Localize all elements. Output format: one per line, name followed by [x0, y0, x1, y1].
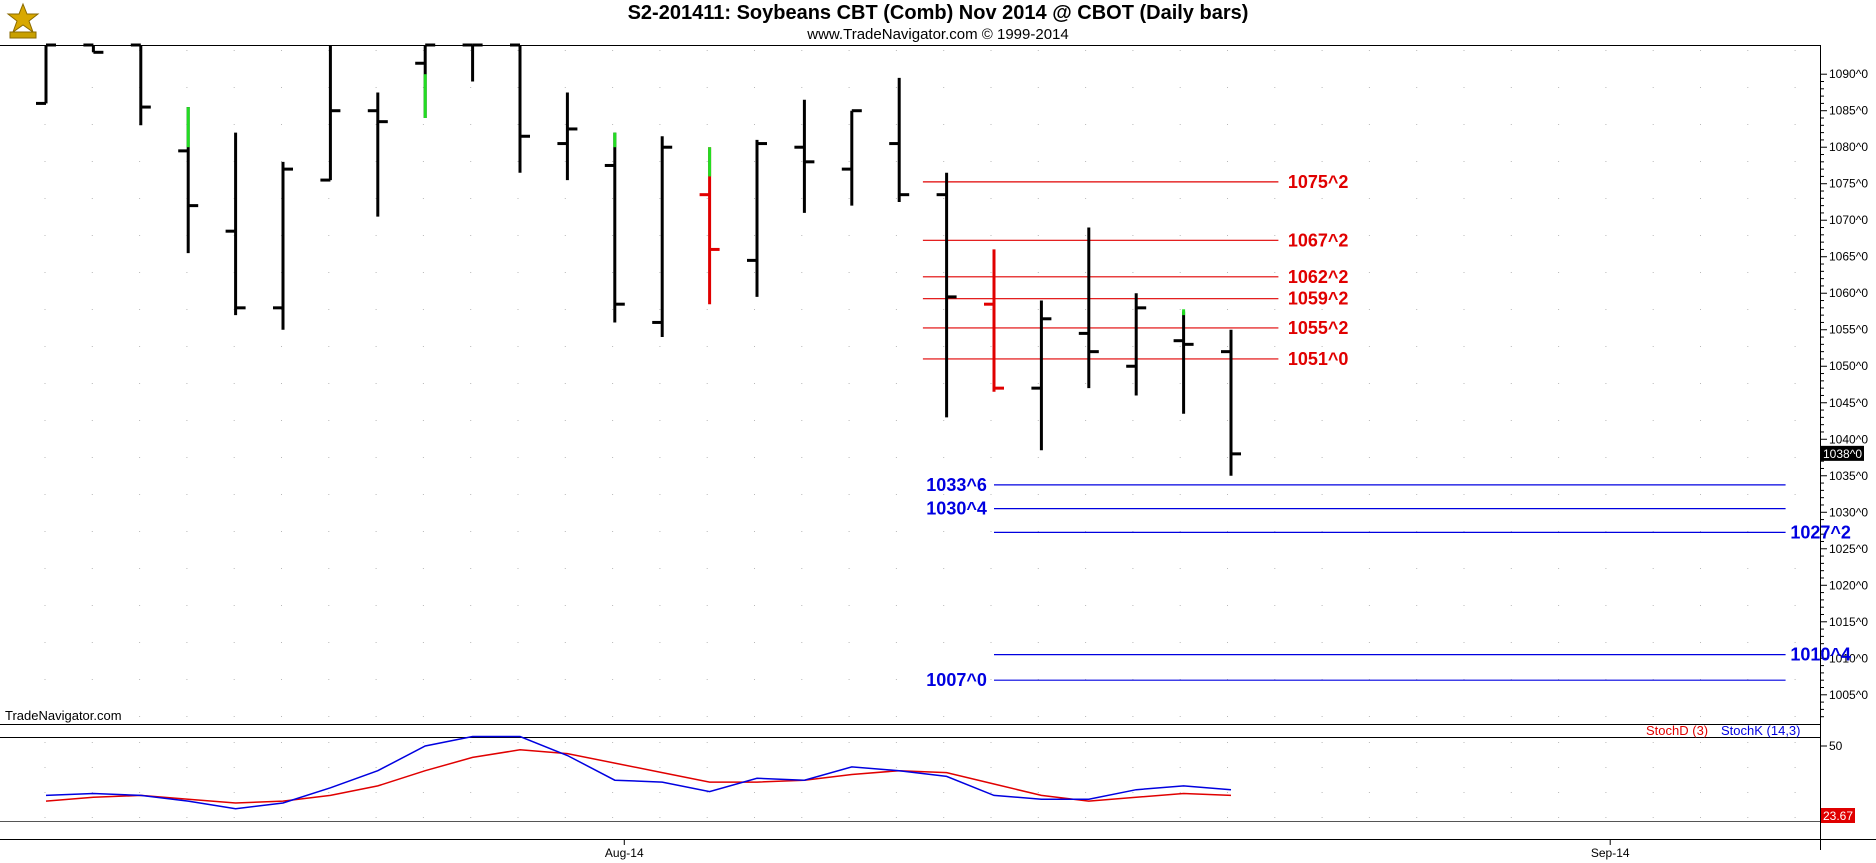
- ohlc-bar: [1221, 329, 1241, 476]
- y-tick-label: 1045^0: [1829, 396, 1868, 410]
- chart-title: S2-201411: Soybeans CBT (Comb) Nov 2014 …: [627, 2, 1249, 24]
- ohlc-bar: [1173, 309, 1194, 414]
- ohlc-bar: [225, 132, 246, 316]
- level-label: 1010^4: [1790, 645, 1851, 665]
- ohlc-bar: [604, 132, 625, 323]
- level-label: 1007^0: [926, 670, 987, 690]
- x-tick-label: Aug-14: [605, 846, 644, 860]
- level-label: 1051^0: [1288, 349, 1349, 369]
- ohlc-bar: [320, 45, 341, 182]
- ohlc-bar: [178, 107, 199, 254]
- level-label: 1027^2: [1790, 522, 1851, 542]
- ohlc-bar: [130, 43, 151, 126]
- y-tick-label: 1035^0: [1829, 469, 1868, 483]
- ohlc-bar: [36, 43, 56, 105]
- ohlc-bar: [1031, 300, 1052, 451]
- level-label: 1067^2: [1288, 230, 1349, 250]
- stoch-legend: StochD (3) StochK (14,3): [1646, 723, 1801, 738]
- ohlc-bar: [936, 172, 957, 418]
- level-label: 1030^4: [926, 499, 987, 519]
- y-tick-label: 1070^0: [1829, 213, 1868, 227]
- stoch-series-line: [45, 735, 1232, 810]
- price-y-axis: 1090^0 1085^0 1080^0 1075^0 1070^0 1065^0 1060…: [1821, 67, 1868, 718]
- tradenavigator-logo-icon: [4, 2, 42, 42]
- stoch-lines: [45, 735, 1232, 810]
- stoch-last-value-text: 23.67: [1823, 809, 1853, 823]
- ohlc-bar: [889, 77, 910, 202]
- y-tick-label: 1090^0: [1829, 67, 1868, 81]
- level-label: 1059^2: [1288, 289, 1349, 309]
- stoch-y-axis: 50: [1821, 739, 1843, 753]
- ohlc-bar: [1126, 293, 1147, 396]
- ohlc-bar: [794, 99, 815, 213]
- legend-stoch-d: StochD (3): [1646, 723, 1708, 738]
- stoch-y-tick-label: 50: [1829, 739, 1843, 753]
- y-tick-label: 1005^0: [1829, 688, 1868, 702]
- y-tick-label: 1040^0: [1829, 432, 1868, 446]
- last-price-label: 1038^0: [1821, 445, 1864, 461]
- ohlc-bar: [747, 139, 767, 297]
- chart-header: S2-201411: Soybeans CBT (Comb) Nov 2014 …: [0, 0, 1876, 45]
- level-label: 1033^6: [926, 475, 987, 495]
- watermark-text: TradeNavigator.com: [5, 708, 122, 723]
- y-tick-label: 1010^0: [1829, 651, 1868, 665]
- y-tick-label: 1025^0: [1829, 542, 1868, 556]
- last-price-text: 1038^0: [1823, 447, 1862, 461]
- level-label: 1075^2: [1288, 172, 1349, 192]
- y-tick-label: 1085^0: [1829, 104, 1868, 118]
- ohlc-bar: [841, 109, 862, 206]
- level-label: 1062^2: [1288, 267, 1349, 287]
- stoch-series-line: [45, 749, 1232, 804]
- y-tick-label: 1075^0: [1829, 177, 1868, 191]
- ohlc-bar: [510, 43, 530, 173]
- ohlc-bar: [1078, 227, 1099, 389]
- legend-stoch-k: StochK (14,3): [1721, 723, 1801, 738]
- level-label: 1055^2: [1288, 318, 1349, 338]
- x-tick-label: Sep-14: [1591, 846, 1630, 860]
- y-tick-label: 1065^0: [1829, 250, 1868, 264]
- ohlc-bar: [462, 43, 483, 82]
- y-tick-label: 1015^0: [1829, 615, 1868, 629]
- y-tick-label: 1030^0: [1829, 505, 1868, 519]
- x-axis: Aug-14 Sep-14: [605, 839, 1630, 860]
- y-tick-label: 1050^0: [1829, 359, 1868, 373]
- price-bars: [36, 43, 1241, 476]
- y-tick-label: 1080^0: [1829, 140, 1868, 154]
- ohlc-bar: [699, 147, 720, 305]
- stoch-last-value-label: 23.67: [1821, 808, 1855, 823]
- ohlc-bar: [83, 43, 104, 54]
- y-tick-label: 1055^0: [1829, 323, 1868, 337]
- price-grid: [44, 50, 1796, 719]
- ohlc-bar: [415, 43, 436, 119]
- stoch-grid: [44, 742, 1796, 834]
- chart-subtitle: www.TradeNavigator.com © 1999-2014: [807, 26, 1069, 43]
- ohlc-bar: [652, 136, 673, 338]
- y-tick-label: 1020^0: [1829, 578, 1868, 592]
- ohlc-bar: [557, 92, 578, 181]
- ohlc-bar: [273, 161, 293, 330]
- y-tick-label: 1060^0: [1829, 286, 1868, 300]
- ohlc-bar: [984, 249, 1004, 392]
- ohlc-bar: [367, 92, 388, 217]
